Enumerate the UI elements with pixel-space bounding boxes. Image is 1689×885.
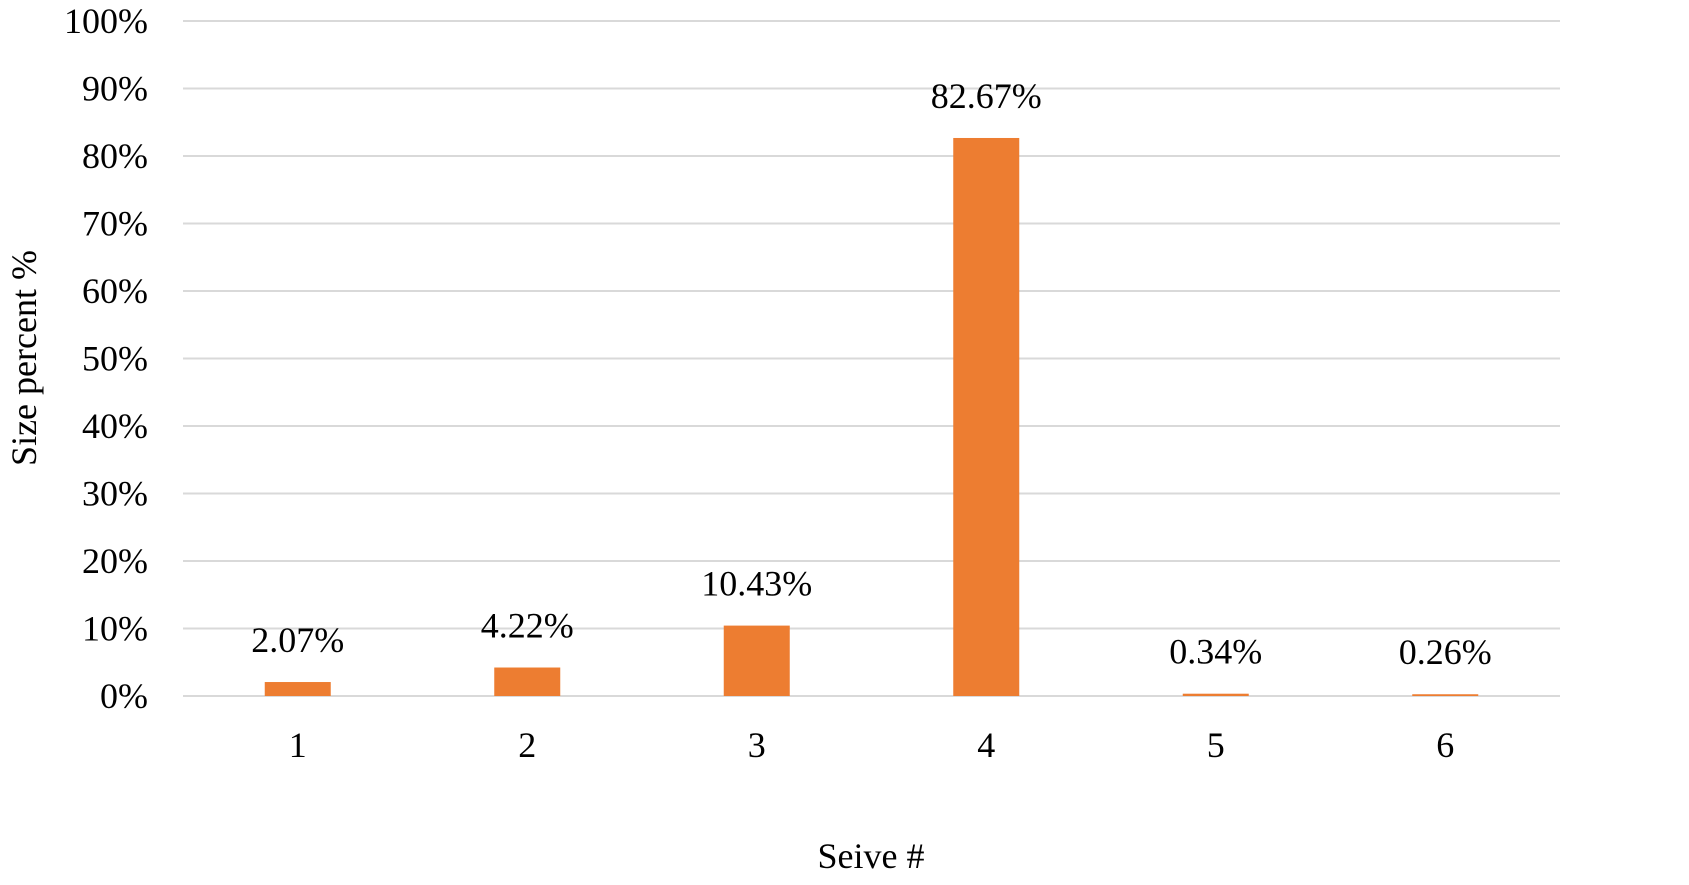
x-tick-label: 6: [1436, 725, 1454, 765]
y-tick-label: 80%: [82, 136, 148, 176]
x-tick-label: 3: [748, 725, 766, 765]
data-label: 10.43%: [701, 564, 812, 604]
gridlines: [183, 20, 1560, 697]
x-tick-label: 4: [977, 725, 995, 765]
y-tick-label: 70%: [82, 204, 148, 244]
x-tick-label: 5: [1207, 725, 1225, 765]
x-tick-label: 2: [518, 725, 536, 765]
bar: [264, 682, 331, 696]
bar: [953, 137, 1020, 697]
data-labels: 2.07% 4.22% 10.43% 82.67% 0.34% 0.26%: [251, 76, 1492, 672]
bar: [1182, 693, 1249, 696]
y-tick-label: 10%: [82, 609, 148, 649]
data-label: 82.67%: [931, 76, 1042, 116]
y-tick-label: 0%: [100, 676, 148, 716]
bars: [264, 137, 1479, 697]
x-axis-title: Seive #: [818, 836, 925, 876]
data-label: 0.34%: [1169, 632, 1262, 672]
x-tick-label: 1: [289, 725, 307, 765]
y-tick-label: 100%: [64, 1, 148, 41]
y-tick-label: 40%: [82, 406, 148, 446]
y-axis-tick-labels: 0% 10% 20% 30% 40% 50% 60% 70% 80% 90% 100%: [64, 1, 148, 716]
y-axis-title: Size percent %: [4, 250, 44, 466]
bar: [723, 625, 790, 696]
y-tick-label: 90%: [82, 69, 148, 109]
data-label: 2.07%: [251, 620, 344, 660]
data-label: 0.26%: [1399, 632, 1492, 672]
y-tick-label: 30%: [82, 474, 148, 514]
y-tick-label: 20%: [82, 541, 148, 581]
bar: [494, 667, 561, 696]
x-axis-tick-labels: 1 2 3 4 5 6: [289, 725, 1455, 765]
y-tick-label: 50%: [82, 339, 148, 379]
y-tick-label: 60%: [82, 271, 148, 311]
data-label: 4.22%: [481, 606, 574, 646]
bar: [1412, 694, 1479, 696]
